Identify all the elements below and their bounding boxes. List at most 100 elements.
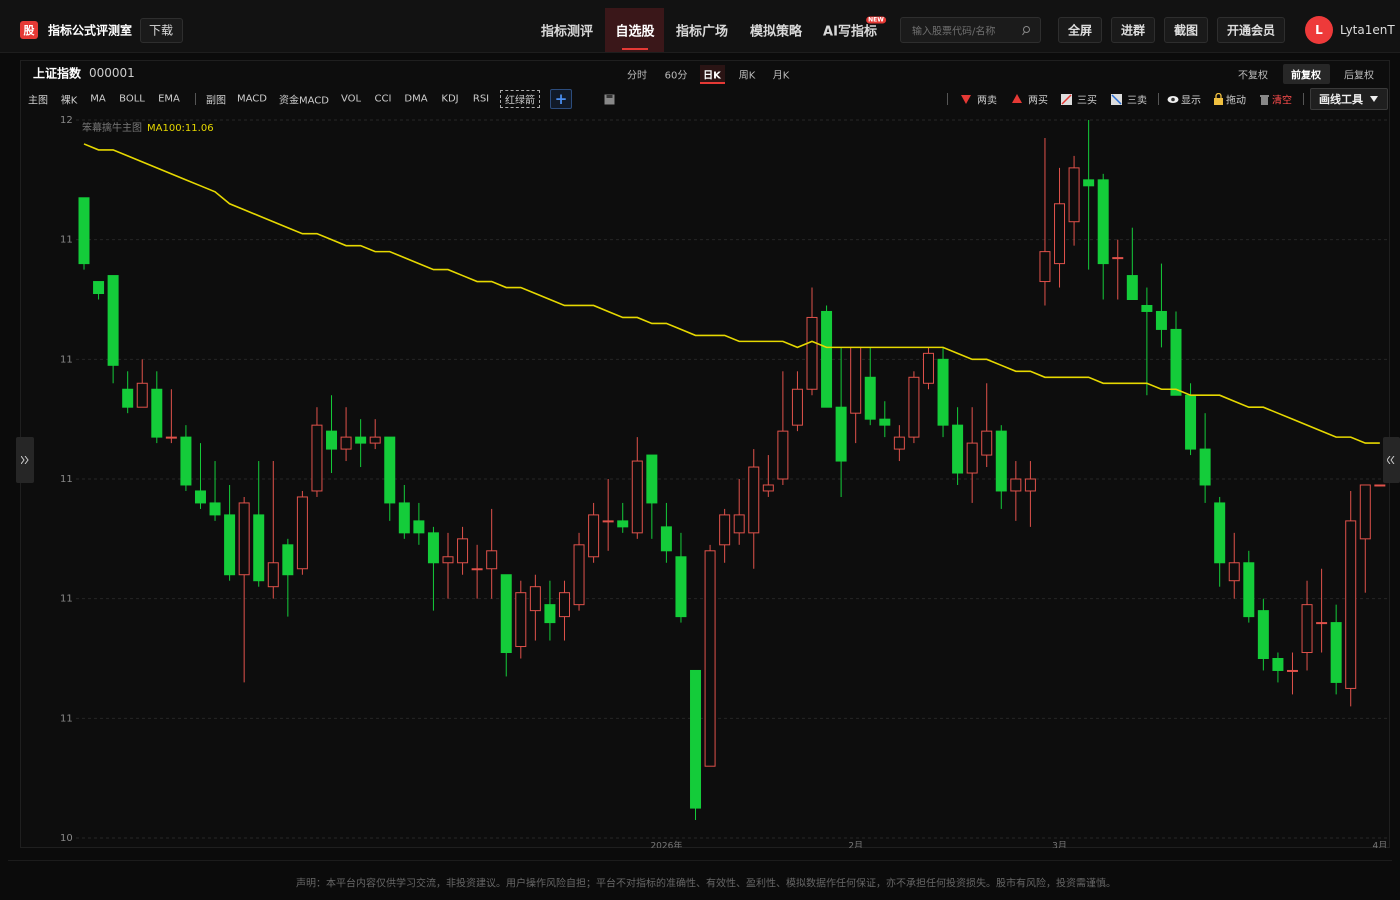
search-icon[interactable]: [1021, 25, 1032, 36]
candle-body: [1316, 622, 1328, 625]
download-button[interactable]: [140, 18, 183, 43]
disclaimer: 声明：本平台内容仅供学习交流，非投资建议。用户操作风险自担；平台不对指标的准确性…: [296, 878, 1116, 890]
button-label[interactable]: 截图: [1173, 23, 1199, 38]
candle-body: [398, 502, 410, 534]
chevron-right[interactable]: [21, 456, 29, 464]
button-label[interactable]: 开通会员: [1226, 23, 1276, 38]
signal-toggle[interactable]: 三卖: [1127, 95, 1147, 107]
nav-item[interactable]: 自选股: [615, 24, 655, 40]
candle-body: [282, 544, 294, 576]
sub-indicator[interactable]: DMA: [404, 93, 428, 105]
candle-body: [806, 316, 818, 390]
sub-indicator[interactable]: CCI: [374, 93, 392, 105]
candle-body: [1374, 484, 1386, 487]
separator: [947, 93, 948, 105]
main-indicator[interactable]: BOLL: [119, 93, 145, 105]
candle-body: [704, 550, 716, 767]
ma-line: [83, 143, 1380, 444]
add-label[interactable]: +: [554, 90, 568, 108]
sub-indicator[interactable]: 红绿箭: [505, 95, 535, 107]
candle-body: [1243, 562, 1255, 618]
main-indicator[interactable]: 裸K: [60, 95, 78, 107]
candle-body: [1345, 520, 1357, 689]
candle-body: [544, 604, 556, 624]
candle-body: [777, 430, 789, 480]
candle-body: [1214, 502, 1226, 564]
main-label: 主图: [28, 95, 48, 107]
adjust-tab[interactable]: 前复权: [1291, 70, 1321, 82]
signal-toggle[interactable]: 两卖: [977, 95, 997, 107]
search-placeholder[interactable]: 输入股票代码/名称: [912, 26, 996, 38]
button-label[interactable]: 进群: [1120, 23, 1146, 38]
candle-body: [966, 442, 978, 474]
candle-body: [1141, 304, 1153, 312]
sub-indicator[interactable]: MACD: [237, 93, 267, 105]
sub-indicator[interactable]: KDJ: [441, 93, 459, 105]
candle-body: [340, 436, 352, 450]
save-icon[interactable]: [604, 94, 615, 105]
download-label[interactable]: 下载: [148, 23, 174, 38]
adjust-tab[interactable]: 不复权: [1238, 70, 1268, 82]
candle-body: [267, 562, 279, 588]
candle-body: [573, 544, 585, 606]
x-tick-label: 2026年: [650, 840, 682, 849]
candle-body: [93, 281, 105, 295]
nav-active-underline: [622, 48, 648, 50]
draw-tools-label[interactable]: 画线工具: [1319, 93, 1363, 106]
period-tab[interactable]: 日K: [703, 70, 721, 82]
sell3-icon: [1111, 94, 1122, 105]
y-tick-label: 11: [60, 354, 73, 365]
y-tick-label: 10: [60, 833, 73, 844]
period-tab[interactable]: 月K: [772, 70, 790, 82]
member-button[interactable]: [1217, 17, 1285, 43]
chart: 笨幕擒牛主图 MA100:11.06 12 11 11 11 11 11 10 2026年 2月…: [60, 115, 1388, 849]
candle-body: [835, 406, 847, 462]
signal-toggle[interactable]: 三买: [1077, 95, 1097, 107]
avatar[interactable]: [1305, 16, 1333, 44]
button-label[interactable]: 全屏: [1067, 23, 1093, 38]
signal-toggle[interactable]: 两买: [1028, 95, 1048, 107]
avatar-letter[interactable]: L: [1315, 23, 1323, 37]
group-button[interactable]: [1111, 17, 1155, 43]
screenshot-button[interactable]: [1164, 17, 1208, 43]
candle-body: [326, 430, 338, 450]
y-tick-label: 12: [60, 115, 73, 126]
draw-tools-button[interactable]: [1310, 88, 1388, 110]
period-tab[interactable]: 周K: [738, 70, 756, 82]
collapse-left[interactable]: [16, 437, 34, 483]
period-tab[interactable]: 分时: [627, 70, 647, 82]
add-button[interactable]: [550, 89, 572, 109]
nav-item[interactable]: AI写指标: [823, 24, 877, 40]
tool-toggle[interactable]: 拖动: [1226, 95, 1246, 107]
candle-body: [1068, 167, 1080, 223]
main-indicator[interactable]: EMA: [158, 93, 180, 105]
adjust-tab[interactable]: 后复权: [1344, 70, 1374, 82]
candle-body: [1112, 257, 1124, 260]
nav-item[interactable]: 指标广场: [675, 24, 729, 40]
candle-body: [1199, 448, 1211, 486]
nav-item[interactable]: 指标测评: [540, 24, 594, 40]
trash-icon: [1260, 95, 1269, 105]
main-indicator[interactable]: MA: [90, 93, 106, 105]
sub-indicator[interactable]: RSI: [472, 93, 490, 105]
sub-indicator[interactable]: VOL: [340, 93, 362, 105]
dropdown-icon[interactable]: [1370, 96, 1378, 102]
nav-item[interactable]: 模拟策略: [749, 24, 803, 40]
candle-body: [413, 520, 425, 534]
period-tab[interactable]: 60分: [664, 70, 688, 82]
chevron-left[interactable]: [1387, 456, 1395, 464]
fullscreen-button[interactable]: [1058, 17, 1102, 43]
candle-body: [981, 430, 993, 456]
candle-body: [850, 346, 862, 414]
candle-body: [1301, 604, 1313, 654]
y-tick-label: 11: [60, 713, 73, 724]
custom-indicator-box[interactable]: [500, 90, 540, 108]
user-name[interactable]: Lyta1enT: [1340, 23, 1395, 37]
search-box[interactable]: [900, 17, 1041, 43]
candle-body: [165, 436, 177, 439]
tool-toggle[interactable]: 显示: [1181, 95, 1201, 107]
candle-body: [937, 358, 949, 426]
tool-toggle[interactable]: 清空: [1272, 95, 1292, 107]
sub-label: 副图: [206, 95, 226, 107]
sub-indicator[interactable]: 资金MACD: [279, 95, 329, 107]
